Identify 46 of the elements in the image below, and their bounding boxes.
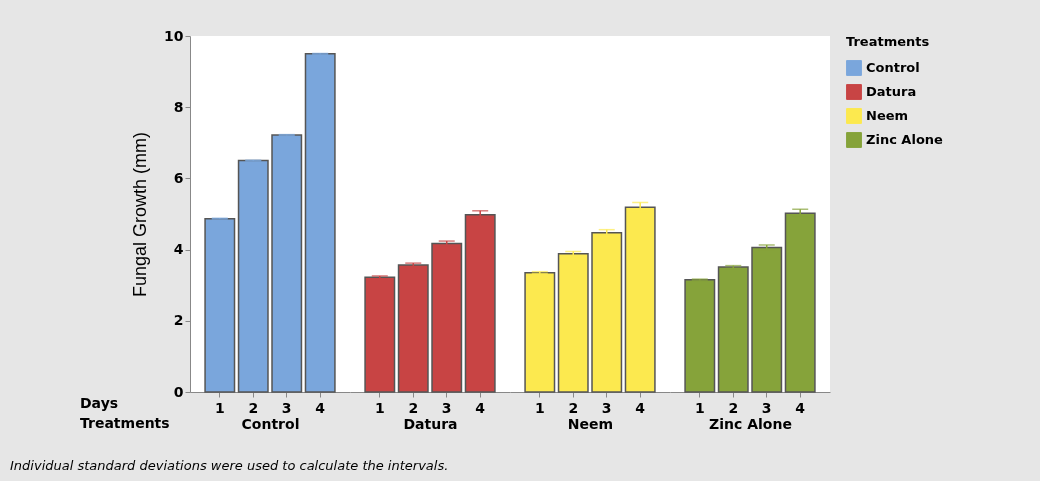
x-tick-label: 2 bbox=[248, 399, 259, 416]
legend-label: Neem bbox=[866, 108, 909, 123]
x-tick-label: 4 bbox=[795, 399, 806, 416]
x-tick-label: 4 bbox=[475, 399, 486, 416]
bar bbox=[431, 242, 463, 393]
x-tick-label: 3 bbox=[441, 399, 452, 416]
bar bbox=[271, 134, 303, 393]
y-tick-label: 4 bbox=[173, 241, 184, 258]
y-axis-title: Fungal Growth (mm) bbox=[130, 131, 151, 298]
legend-title: Treatments bbox=[846, 34, 930, 49]
text: Control bbox=[866, 60, 920, 75]
x-tick-label: 2 bbox=[728, 399, 739, 416]
text: Days bbox=[80, 395, 119, 411]
legend-label: Datura bbox=[866, 84, 917, 99]
x-axis-title: Neem bbox=[567, 415, 614, 432]
bar bbox=[717, 266, 749, 393]
x-tick-label: 1 bbox=[214, 399, 225, 416]
bar bbox=[364, 276, 396, 393]
bar bbox=[397, 264, 429, 393]
y-tick-label: 10 bbox=[164, 27, 184, 44]
x-tick-label: 3 bbox=[761, 399, 772, 416]
legend-label: Zinc Alone bbox=[866, 132, 944, 147]
x-tick-label: 4 bbox=[635, 399, 646, 416]
text: Treatments bbox=[80, 415, 170, 431]
x-tick-label: 3 bbox=[281, 399, 292, 416]
x-tick-label: 2 bbox=[408, 399, 419, 416]
bar bbox=[304, 53, 336, 393]
text: Individual standard deviations were used to calculate the intervals. bbox=[10, 458, 450, 473]
y-tick-label: 2 bbox=[173, 312, 184, 329]
x-tick-label: 3 bbox=[601, 399, 612, 416]
x-axis-title: Control bbox=[241, 415, 300, 432]
x-axis-title: Zinc Alone bbox=[709, 415, 792, 432]
x-tick-label: 1 bbox=[534, 399, 545, 416]
x-tick-label: 1 bbox=[374, 399, 385, 416]
bar bbox=[237, 159, 269, 393]
x-axis-title: Datura bbox=[403, 415, 458, 432]
bar bbox=[684, 279, 716, 393]
bar bbox=[751, 246, 783, 393]
y-tick-label: 8 bbox=[173, 98, 184, 115]
x-tick-label: 1 bbox=[694, 399, 705, 416]
bar bbox=[204, 217, 236, 393]
bar bbox=[524, 271, 556, 393]
x-tick-label: 4 bbox=[315, 399, 326, 416]
y-tick-label: 6 bbox=[173, 169, 184, 186]
x-tick-label: 2 bbox=[568, 399, 579, 416]
y-tick-label: 0 bbox=[173, 383, 184, 400]
